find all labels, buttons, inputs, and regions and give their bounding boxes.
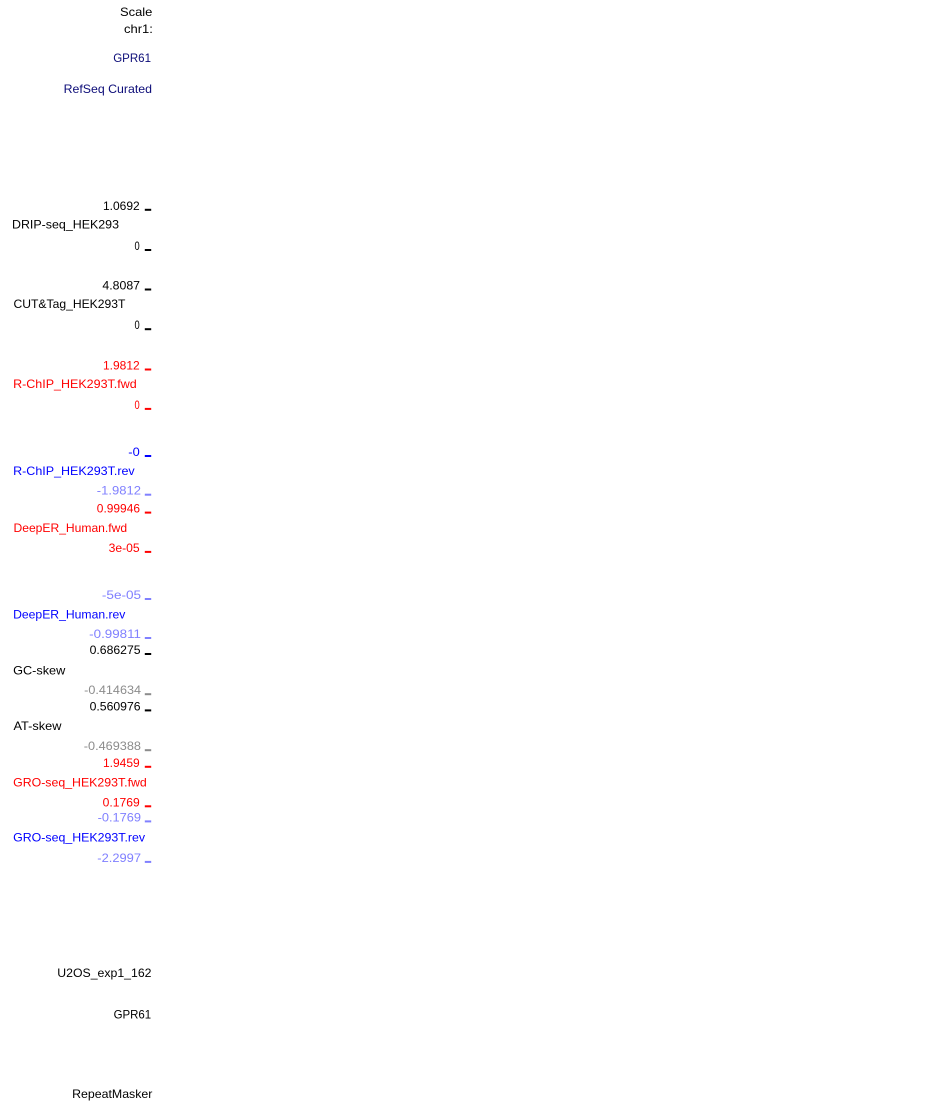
- svg-text:DeepER_Human.rev: DeepER_Human.rev: [13, 607, 125, 621]
- svg-text:DeepER_Human.fwd: DeepER_Human.fwd: [14, 521, 128, 535]
- svg-text:GRO-seq_HEK293T.fwd: GRO-seq_HEK293T.fwd: [13, 776, 147, 790]
- svg-text:-2.2997: -2.2997: [97, 851, 141, 865]
- svg-text:-0.414634: -0.414634: [84, 683, 141, 697]
- svg-text:0.1769: 0.1769: [103, 795, 140, 809]
- svg-text:0.686275: 0.686275: [90, 643, 141, 657]
- svg-text:0.560976: 0.560976: [90, 699, 141, 713]
- svg-text:GC-skew: GC-skew: [13, 664, 66, 678]
- svg-text:RefSeq Curated: RefSeq Curated: [64, 82, 152, 96]
- svg-text:0: 0: [135, 318, 140, 332]
- svg-text:0: 0: [135, 398, 140, 412]
- svg-text:GPR61: GPR61: [114, 1008, 152, 1022]
- svg-text:DRIP-seq_HEK293: DRIP-seq_HEK293: [12, 218, 119, 232]
- svg-text:0.99946: 0.99946: [97, 502, 141, 516]
- svg-text:-0.1769: -0.1769: [98, 810, 142, 824]
- svg-text:GPR61: GPR61: [113, 51, 151, 65]
- svg-text:CUT&Tag_HEK293T: CUT&Tag_HEK293T: [14, 297, 127, 311]
- svg-text:-0.469388: -0.469388: [84, 739, 142, 753]
- svg-text:4.8087: 4.8087: [102, 279, 140, 293]
- svg-text:-0: -0: [128, 445, 140, 459]
- svg-text:1.9459: 1.9459: [103, 756, 140, 770]
- svg-text:Scale: Scale: [120, 5, 153, 19]
- svg-text:U2OS_exp1_162: U2OS_exp1_162: [57, 966, 152, 980]
- svg-text:0: 0: [135, 239, 140, 253]
- svg-text:-1.9812: -1.9812: [97, 484, 142, 498]
- svg-text:chr1:: chr1:: [124, 22, 153, 36]
- svg-text:3e-05: 3e-05: [109, 541, 140, 555]
- svg-text:-5e-05: -5e-05: [102, 588, 142, 602]
- svg-text:GRO-seq_HEK293T.rev: GRO-seq_HEK293T.rev: [13, 831, 145, 845]
- svg-text:RepeatMasker: RepeatMasker: [72, 1087, 152, 1101]
- svg-text:R-ChIP_HEK293T.fwd: R-ChIP_HEK293T.fwd: [13, 377, 137, 391]
- svg-text:-0.99811: -0.99811: [89, 627, 141, 641]
- svg-text:R-ChIP_HEK293T.rev: R-ChIP_HEK293T.rev: [13, 464, 135, 478]
- svg-text:1.9812: 1.9812: [103, 359, 140, 373]
- svg-text:AT-skew: AT-skew: [14, 719, 62, 733]
- svg-text:1.0692: 1.0692: [103, 199, 140, 213]
